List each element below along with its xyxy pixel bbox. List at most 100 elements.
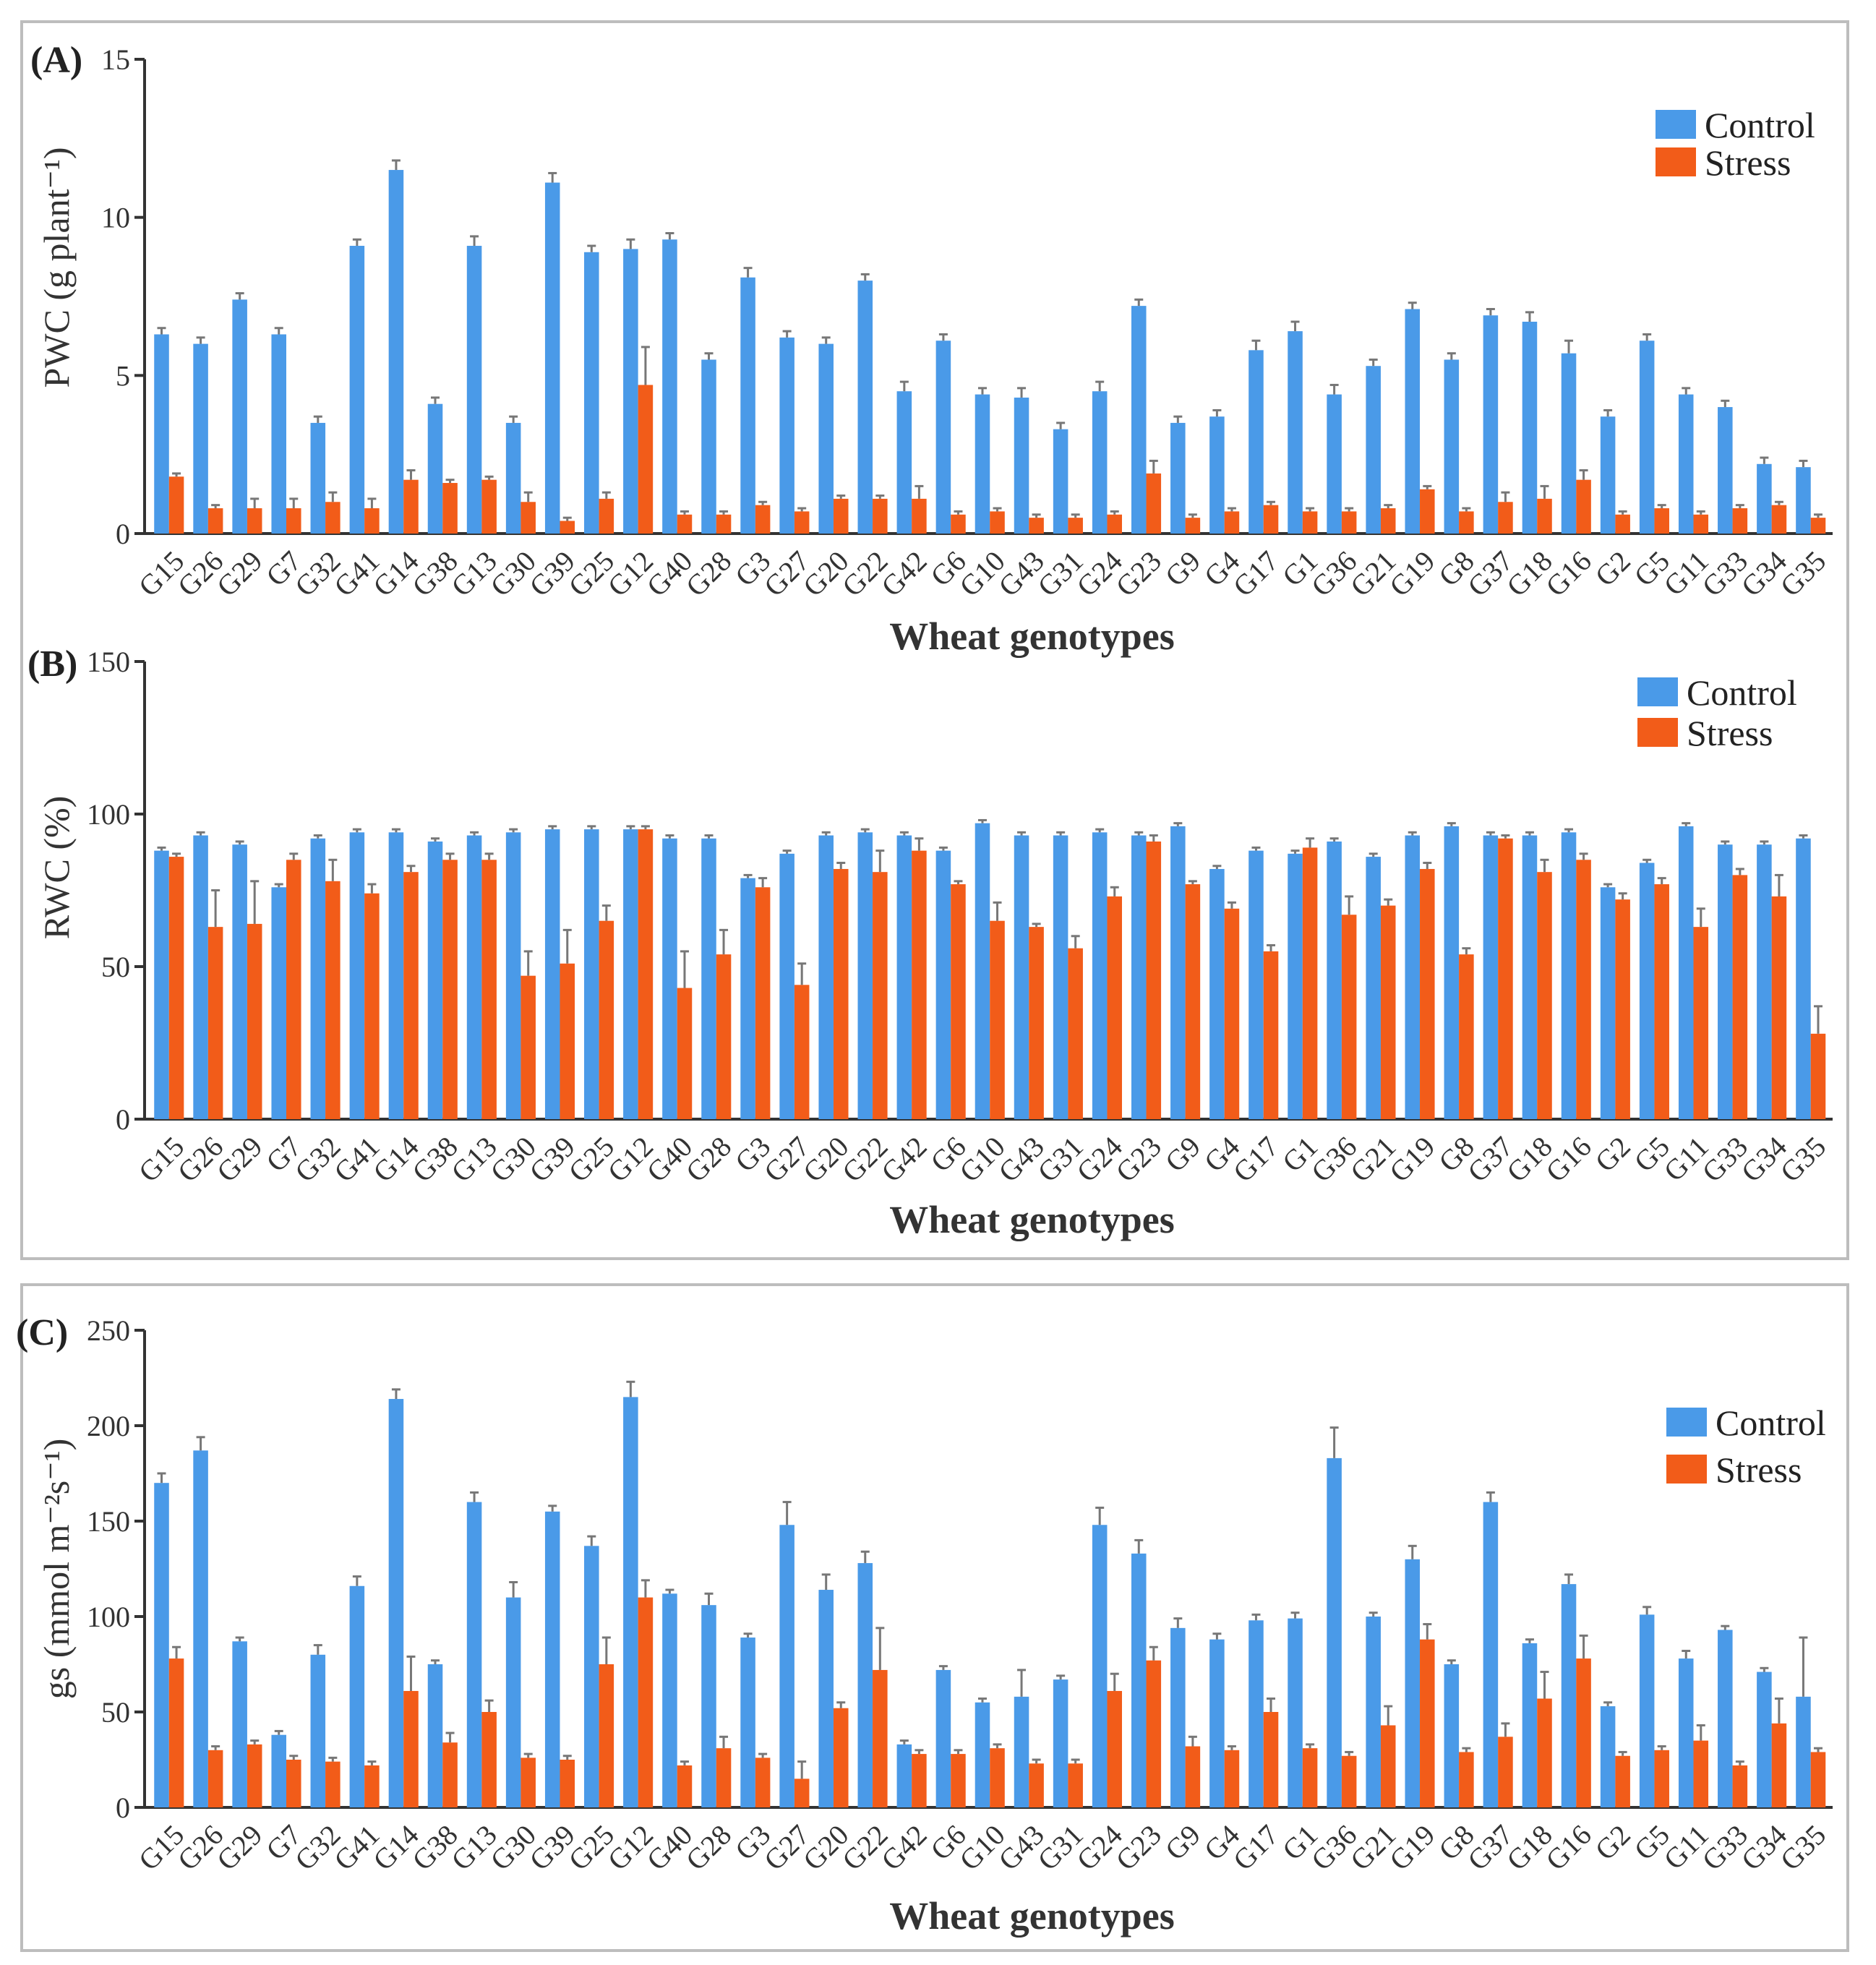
bar-stress-G23 [1146, 473, 1162, 534]
bar-stress-G6 [951, 1754, 966, 1807]
bar-stress-G2 [1615, 1755, 1630, 1807]
bar-stress-G13 [481, 1712, 497, 1807]
bar-control-G3 [740, 878, 755, 1119]
bar-stress-G7 [286, 1760, 301, 1807]
bar-control-G31 [1053, 835, 1068, 1119]
legend-swatch-control [1656, 110, 1696, 139]
bar-stress-G40 [677, 1765, 693, 1807]
bar-control-G41 [349, 1585, 365, 1807]
legend-swatch-control [1637, 677, 1678, 706]
y-tick-label: 50 [101, 1696, 130, 1729]
bar-control-G40 [662, 1593, 677, 1807]
bar-control-G34 [1757, 844, 1772, 1119]
bar-stress-G17 [1263, 951, 1279, 1119]
bar-control-G17 [1248, 350, 1264, 534]
bar-control-G27 [779, 853, 794, 1119]
bar-stress-G21 [1380, 905, 1396, 1119]
bar-stress-G35 [1810, 518, 1826, 534]
bar-control-G29 [232, 1641, 247, 1807]
bar-control-G25 [584, 829, 599, 1119]
bar-stress-G4 [1224, 511, 1240, 534]
bar-stress-G5 [1654, 1750, 1669, 1807]
bar-control-G18 [1522, 835, 1538, 1119]
x-tick-label: G23 [1110, 544, 1168, 603]
bar-control-G20 [818, 835, 834, 1119]
bar-control-G39 [544, 182, 560, 534]
bar-control-G14 [388, 1399, 404, 1807]
bar-stress-G10 [990, 1748, 1005, 1807]
bar-stress-G3 [755, 1758, 771, 1807]
bar-stress-G12 [638, 1597, 654, 1807]
x-tick-label: G28 [680, 544, 738, 603]
y-tick-label: 0 [116, 518, 130, 550]
bar-control-G1 [1288, 1618, 1303, 1807]
bar-control-G15 [154, 850, 169, 1119]
bar-control-G16 [1561, 1584, 1577, 1807]
bar-stress-G36 [1341, 915, 1357, 1119]
bar-stress-G10 [990, 511, 1005, 534]
bar-stress-G19 [1420, 1639, 1435, 1807]
bar-control-G11 [1678, 394, 1694, 534]
bar-control-G36 [1327, 841, 1342, 1119]
bar-control-G25 [584, 252, 599, 534]
bar-stress-G29 [247, 1744, 262, 1807]
bar-control-G42 [896, 391, 912, 534]
bar-control-G20 [818, 1590, 834, 1807]
bar-control-G33 [1718, 1630, 1733, 1807]
bar-control-G18 [1522, 321, 1538, 534]
bar-stress-G37 [1498, 502, 1513, 534]
bar-stress-G28 [716, 954, 732, 1119]
x-axis-title: Wheat genotypes [889, 615, 1174, 658]
x-axis-title: Wheat genotypes [889, 1198, 1174, 1241]
bar-control-G4 [1209, 868, 1225, 1119]
bar-control-G43 [1014, 1696, 1029, 1807]
bar-stress-G26 [207, 1750, 223, 1807]
bar-control-G26 [193, 835, 208, 1119]
bar-stress-G24 [1107, 1690, 1123, 1807]
bar-stress-G31 [1068, 948, 1083, 1119]
bar-stress-G30 [521, 975, 536, 1119]
y-tick-label: 100 [87, 1601, 130, 1633]
bar-stress-G12 [638, 829, 654, 1119]
bar-control-G35 [1796, 467, 1811, 534]
bar-control-G9 [1170, 826, 1186, 1119]
panel-frame-top [20, 20, 1849, 1260]
bar-control-G22 [857, 281, 873, 534]
panel-label: (A) [30, 40, 82, 81]
bar-control-G23 [1131, 306, 1147, 534]
bar-control-G36 [1327, 394, 1342, 534]
bar-stress-G19 [1420, 868, 1435, 1119]
bar-control-G1 [1288, 331, 1303, 534]
bar-stress-G18 [1537, 1698, 1552, 1807]
x-tick-label: G23 [1110, 1818, 1168, 1877]
bar-control-G2 [1600, 1706, 1616, 1807]
bar-stress-G16 [1576, 1658, 1591, 1807]
y-tick-label: 250 [87, 1314, 130, 1347]
bar-control-G37 [1483, 835, 1499, 1119]
bar-control-G12 [623, 1397, 638, 1807]
bar-stress-G35 [1810, 1752, 1826, 1807]
panel-label: (C) [16, 1312, 68, 1353]
x-axis-title: Wheat genotypes [889, 1894, 1174, 1938]
bar-control-G33 [1718, 407, 1733, 534]
bar-stress-G41 [364, 508, 380, 534]
bar-stress-G23 [1146, 1660, 1162, 1807]
bar-stress-G36 [1341, 511, 1357, 534]
legend-label-stress: Stress [1687, 713, 1773, 753]
bar-stress-G39 [560, 963, 575, 1119]
bar-control-G9 [1170, 422, 1186, 534]
bar-control-G2 [1600, 416, 1616, 534]
bar-control-G16 [1561, 832, 1577, 1119]
bar-control-G6 [935, 850, 951, 1119]
x-tick-label: G19 [1383, 1130, 1442, 1189]
bar-stress-G20 [833, 1708, 849, 1807]
bar-stress-G33 [1732, 1765, 1748, 1807]
bar-stress-G3 [755, 505, 771, 534]
legend-swatch-stress [1666, 1455, 1707, 1484]
bar-control-G27 [779, 337, 794, 534]
y-tick-label: 200 [87, 1410, 130, 1442]
bar-control-G11 [1678, 1658, 1694, 1807]
bar-control-G43 [1014, 397, 1029, 534]
bar-stress-G42 [912, 850, 927, 1119]
x-tick-label: G29 [210, 544, 269, 603]
